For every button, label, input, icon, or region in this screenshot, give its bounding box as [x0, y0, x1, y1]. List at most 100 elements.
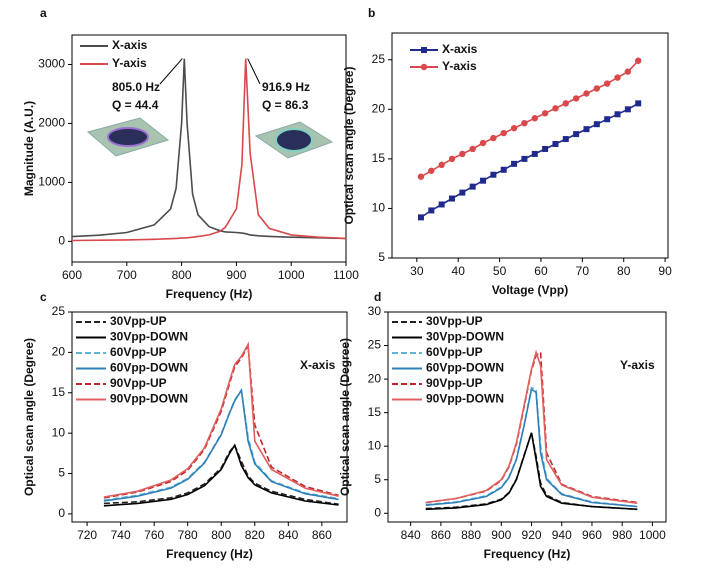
marker: [624, 68, 632, 75]
y-tick-label: 25: [368, 338, 382, 352]
series-line: [71, 58, 347, 242]
series-line: [103, 343, 339, 499]
legend-label: 60Vpp-UP: [426, 345, 483, 359]
marker: [572, 95, 580, 102]
marker: [521, 119, 528, 127]
y-tick-label: 30: [368, 304, 382, 318]
panel-label: b: [368, 6, 375, 20]
y-tick-label: 0: [58, 506, 65, 520]
x-tick-label: 840: [278, 528, 298, 542]
x-tick-label: 900: [491, 528, 511, 542]
legend-label: 60Vpp-UP: [110, 345, 167, 359]
x-tick-label: 600: [62, 268, 82, 282]
series-line: [420, 60, 639, 178]
plot-frame: [71, 34, 347, 263]
x-tick-label: 1000: [278, 268, 305, 282]
y-tick-label: 1000: [38, 175, 65, 189]
marker: [583, 90, 590, 97]
plot-frame: [387, 311, 667, 523]
marker: [459, 150, 466, 158]
series-line: [425, 432, 638, 511]
legend-label: Y-axis: [112, 56, 147, 70]
legend-label: 60Vpp-DOWN: [426, 361, 504, 375]
x-tick-label: 740: [111, 528, 131, 542]
y-axis-label: Optical scan angle (Degree): [342, 66, 356, 224]
x-tick-label: 30: [410, 264, 424, 278]
series-line: [71, 58, 347, 240]
y-tick-label: 25: [52, 304, 66, 318]
y-tick-label: 0: [374, 505, 381, 519]
annotation: X-axis: [300, 358, 336, 372]
x-axis-label: Frequency (Hz): [484, 547, 571, 561]
inset-mirror: [107, 127, 149, 147]
x-tick-label: 800: [211, 528, 231, 542]
marker: [500, 166, 507, 173]
series-line: [420, 102, 639, 219]
x-tick-label: 860: [312, 528, 332, 542]
marker: [490, 134, 497, 142]
marker: [479, 139, 487, 147]
y-axis-label: Magnitude (A.U.): [22, 101, 36, 196]
marker: [438, 161, 445, 169]
x-tick-label: 880: [461, 528, 481, 542]
plot-frame: [71, 311, 348, 523]
annotation: 805.0 Hz: [112, 80, 160, 94]
marker: [552, 141, 559, 148]
marker: [542, 145, 549, 152]
legend-label: 90Vpp-UP: [426, 376, 483, 390]
marker: [614, 74, 621, 81]
legend-label: 30Vpp-DOWN: [426, 330, 504, 344]
legend-label: 30Vpp-UP: [426, 314, 483, 328]
marker: [562, 136, 569, 143]
inset-y: [254, 121, 334, 159]
x-tick-label: 760: [144, 528, 164, 542]
marker: [531, 150, 538, 157]
series-line: [425, 387, 638, 508]
marker: [624, 106, 631, 113]
x-tick-label: 50: [493, 264, 507, 278]
panel-label: a: [40, 6, 47, 20]
legend-label: Y-axis: [442, 59, 477, 73]
legend-label: 90Vpp-UP: [110, 376, 167, 390]
y-tick-label: 10: [372, 201, 386, 215]
marker: [428, 167, 435, 174]
marker: [438, 201, 445, 208]
pointer: [247, 58, 261, 85]
annotation: Q = 86.3: [262, 98, 309, 112]
marker: [511, 160, 518, 167]
x-tick-label: 80: [617, 264, 631, 278]
x-tick-label: 940: [552, 528, 572, 542]
x-tick-label: 960: [582, 528, 602, 542]
marker: [521, 155, 528, 162]
y-tick-label: 15: [372, 151, 386, 165]
y-tick-label: 15: [52, 385, 66, 399]
series-line: [103, 443, 339, 507]
marker: [604, 116, 611, 123]
y-tick-label: 5: [374, 472, 381, 486]
panel-label: c: [40, 290, 47, 304]
x-tick-label: 40: [452, 264, 466, 278]
x-tick-label: 860: [431, 528, 451, 542]
inset-x: [86, 117, 170, 157]
annotation: Q = 44.4: [112, 98, 159, 112]
legend-label: 90Vpp-DOWN: [110, 392, 188, 406]
legend-marker: [420, 63, 428, 71]
x-tick-label: 820: [245, 528, 265, 542]
marker: [541, 110, 549, 117]
y-tick-label: 15: [368, 405, 382, 419]
y-axis-label: Optical scan angle (Degree): [338, 338, 352, 496]
marker: [635, 57, 642, 64]
marker: [449, 195, 455, 202]
x-tick-label: 720: [77, 528, 97, 542]
x-tick-label: 900: [226, 268, 246, 282]
y-tick-label: 10: [52, 425, 66, 439]
series-line: [103, 388, 339, 502]
marker: [573, 131, 580, 138]
annotation: 916.9 Hz: [262, 80, 310, 94]
legend-label: 30Vpp-UP: [110, 314, 167, 328]
x-tick-label: 90: [658, 264, 672, 278]
marker: [417, 214, 424, 221]
x-axis-label: Frequency (Hz): [166, 547, 253, 561]
marker: [593, 85, 601, 92]
